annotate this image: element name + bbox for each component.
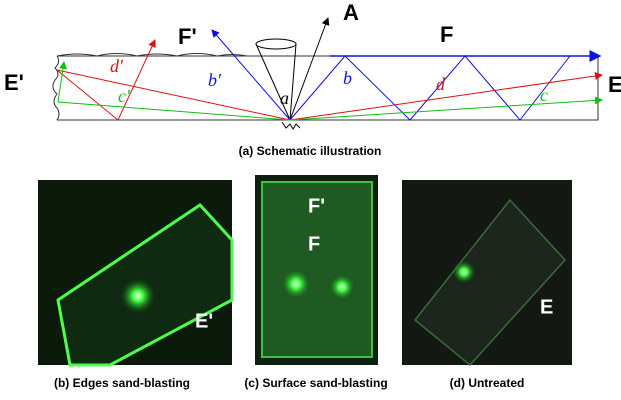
label: A (343, 0, 359, 25)
caption: (d) Untreated (450, 376, 525, 390)
label: a (280, 88, 289, 108)
cone (256, 44, 296, 120)
photo-label: F (308, 233, 320, 255)
label: F' (178, 24, 197, 49)
photo-label: F' (308, 195, 325, 217)
label: E (608, 72, 621, 97)
figure: A F F' E' E a b b' c c' d d' (a) Schemat… (0, 0, 621, 400)
caption: (b) Edges sand-blasting (54, 376, 190, 390)
photo-label: E (540, 296, 553, 318)
ray (212, 30, 290, 120)
label: d (436, 74, 446, 94)
slab (57, 56, 598, 120)
photo-c: F' F (c) Surface sand-blasting (244, 175, 387, 390)
caption: (c) Surface sand-blasting (244, 376, 387, 390)
ray (290, 100, 602, 120)
rough-edge (53, 56, 59, 120)
label: b (343, 68, 352, 88)
label: c (540, 85, 548, 105)
label: F (440, 22, 453, 47)
label: c' (118, 86, 131, 106)
ray (290, 75, 602, 120)
photo-b: E' (b) Edges sand-blasting (38, 180, 232, 390)
ray (290, 56, 570, 120)
label: E' (4, 70, 24, 95)
arrow (290, 18, 328, 120)
label: d' (110, 56, 124, 76)
cone (256, 39, 296, 49)
photo-d: E (d) Untreated (402, 180, 572, 390)
source (282, 122, 300, 129)
caption: (a) Schematic illustration (239, 144, 382, 158)
photo-label: E' (195, 310, 213, 332)
label: b' (208, 70, 222, 90)
schematic: A F F' E' E a b b' c c' d d' (a) Schemat… (4, 0, 621, 158)
ray (58, 62, 290, 120)
